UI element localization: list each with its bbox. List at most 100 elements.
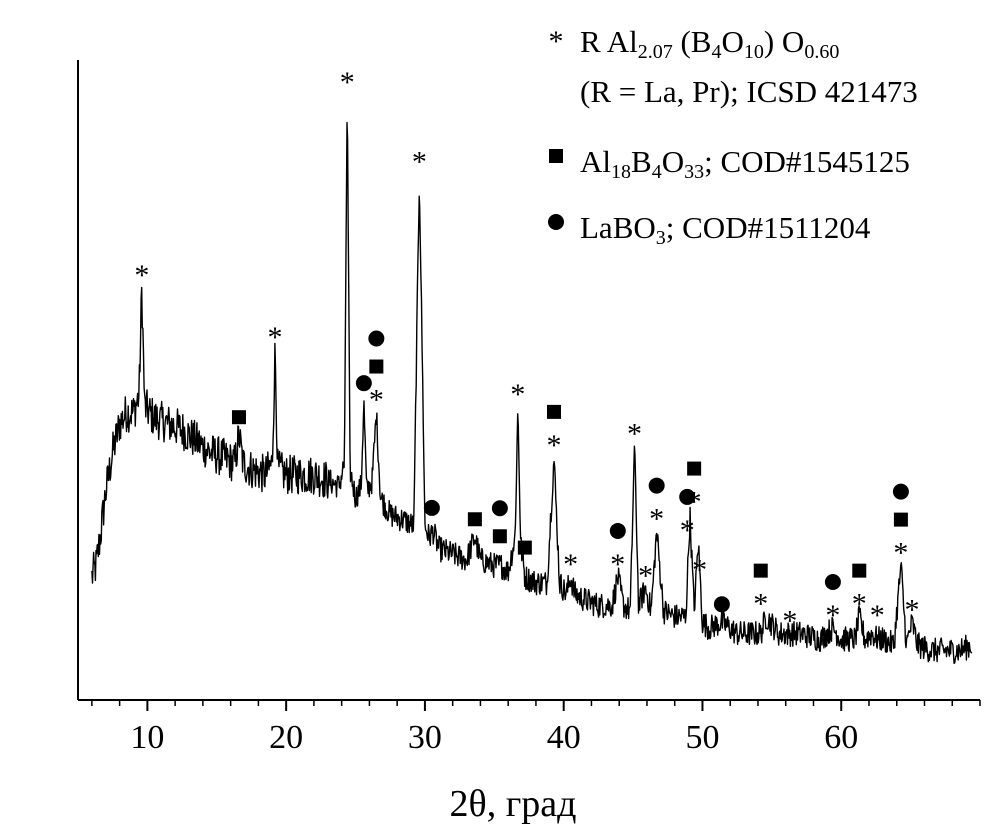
- asterisk-marker: *: [134, 259, 149, 292]
- peak-marker-group: *: [870, 599, 885, 632]
- peak-marker-group: *: [340, 66, 355, 99]
- legend-entry: R Al2.07 (B4O10) O0.60: [580, 24, 839, 63]
- axes: 10 20 30 40 50 60: [77, 60, 981, 756]
- peak-marker-group: *: [753, 563, 768, 621]
- asterisk-marker: *: [268, 321, 283, 354]
- asterisk-marker: *: [369, 384, 384, 417]
- legend-square-marker: [549, 149, 563, 163]
- legend-text-part: B: [631, 144, 652, 179]
- legend-subscript: 2.07: [638, 41, 673, 63]
- peak-marker-group: *: [412, 145, 427, 178]
- asterisk-marker: *: [852, 588, 867, 621]
- circle-marker: [423, 499, 440, 516]
- asterisk-marker: *: [753, 588, 768, 621]
- x-tick-label: 10: [130, 719, 164, 756]
- legend-subscript: 33: [684, 161, 704, 183]
- x-tick-label: 30: [408, 719, 442, 756]
- peak-marker-group: *: [692, 554, 707, 587]
- legend-subscript: 4: [652, 161, 662, 183]
- legend-subscript: 10: [744, 41, 764, 63]
- x-tick-label: 40: [547, 719, 581, 756]
- asterisk-marker: *: [510, 378, 525, 411]
- peak-marker-group: *: [134, 259, 149, 292]
- asterisk-marker: *: [412, 145, 427, 178]
- legend: * R Al2.07 (B4O10) O0.60(R = La, Pr); ICS…: [548, 24, 918, 249]
- peak-marker-group: *: [679, 488, 696, 547]
- square-marker: [546, 404, 561, 419]
- x-tick-label: 60: [824, 719, 858, 756]
- peak-marker-group: [231, 410, 246, 425]
- legend-text-part: Al: [580, 144, 611, 179]
- legend-circle-marker: [548, 214, 564, 230]
- peak-marker-group: *: [546, 404, 561, 462]
- asterisk-marker: *: [825, 599, 840, 632]
- asterisk-marker: *: [546, 429, 561, 462]
- asterisk-marker: *: [870, 599, 885, 632]
- asterisk-marker: *: [687, 486, 702, 519]
- peak-marker-group: *: [510, 378, 525, 411]
- square-marker: [893, 512, 908, 527]
- peak-marker-group: *: [638, 559, 653, 592]
- circle-marker: [892, 483, 909, 500]
- circle-marker: [491, 500, 508, 517]
- legend-text-part: ; COD#1545125: [704, 144, 910, 179]
- peak-marker-group: *: [824, 573, 841, 632]
- asterisk-marker: *: [893, 537, 908, 570]
- asterisk-marker: *: [905, 593, 920, 626]
- square-marker: [517, 540, 532, 555]
- circle-marker: [648, 477, 665, 494]
- x-axis-title: 2θ, град: [450, 783, 577, 825]
- legend-text-part: O: [721, 24, 743, 59]
- square-marker: [753, 563, 768, 578]
- peak-marker-group: *: [368, 330, 385, 417]
- asterisk-marker: *: [638, 559, 653, 592]
- asterisk-marker: *: [649, 503, 664, 536]
- circle-marker: [368, 330, 385, 347]
- peak-marker-group: [423, 499, 440, 516]
- peak-marker-group: *: [648, 477, 665, 536]
- peak-marker-group: *: [687, 461, 702, 519]
- legend-text-part: ) O: [764, 24, 804, 59]
- legend-subscript: 0.60: [804, 41, 839, 63]
- peak-marker-group: [713, 596, 730, 613]
- legend-subscript: 18: [611, 161, 631, 183]
- legend-text-part: (B: [673, 24, 712, 59]
- diffraction-curve: [91, 121, 973, 664]
- legend-subscript: 4: [711, 41, 721, 63]
- peak-markers: ******** **** ***** * * ***: [134, 66, 919, 638]
- square-marker: [467, 512, 482, 527]
- asterisk-marker: *: [610, 548, 625, 581]
- square-marker: [492, 529, 507, 544]
- square-marker: [369, 359, 384, 374]
- peak-marker-group: [491, 500, 508, 544]
- peak-marker-group: *: [782, 605, 797, 638]
- peak-marker-group: *: [627, 418, 642, 451]
- x-tick-label: 50: [685, 719, 719, 756]
- asterisk-marker: *: [627, 418, 642, 451]
- peak-marker-group: *: [609, 522, 626, 581]
- peak-marker-group: *: [563, 548, 578, 581]
- legend-entry: LaBO3; COD#1511204: [580, 210, 871, 249]
- circle-marker: [355, 375, 372, 392]
- peak-marker-group: *: [852, 563, 867, 621]
- asterisk-marker: *: [563, 548, 578, 581]
- legend-text-part: (R = La, Pr); ICSD 421473: [580, 74, 918, 109]
- curve-layer: [91, 121, 973, 664]
- square-marker: [687, 461, 702, 476]
- x-tick-label: 20: [269, 719, 303, 756]
- peak-marker-group: *: [892, 483, 909, 570]
- peak-marker-group: [355, 375, 372, 392]
- legend-text-part: R Al: [580, 24, 638, 59]
- legend-asterisk-marker: *: [549, 25, 564, 58]
- peak-marker-group: [517, 540, 532, 555]
- asterisk-marker: *: [692, 554, 707, 587]
- circle-marker: [713, 596, 730, 613]
- legend-subscript: 3: [656, 227, 666, 249]
- peak-marker-group: *: [268, 321, 283, 354]
- legend-text-part: ; COD#1511204: [666, 210, 871, 245]
- square-marker: [231, 410, 246, 425]
- circle-marker: [679, 488, 696, 505]
- circle-marker: [609, 522, 626, 539]
- legend-text-part: LaBO: [580, 210, 656, 245]
